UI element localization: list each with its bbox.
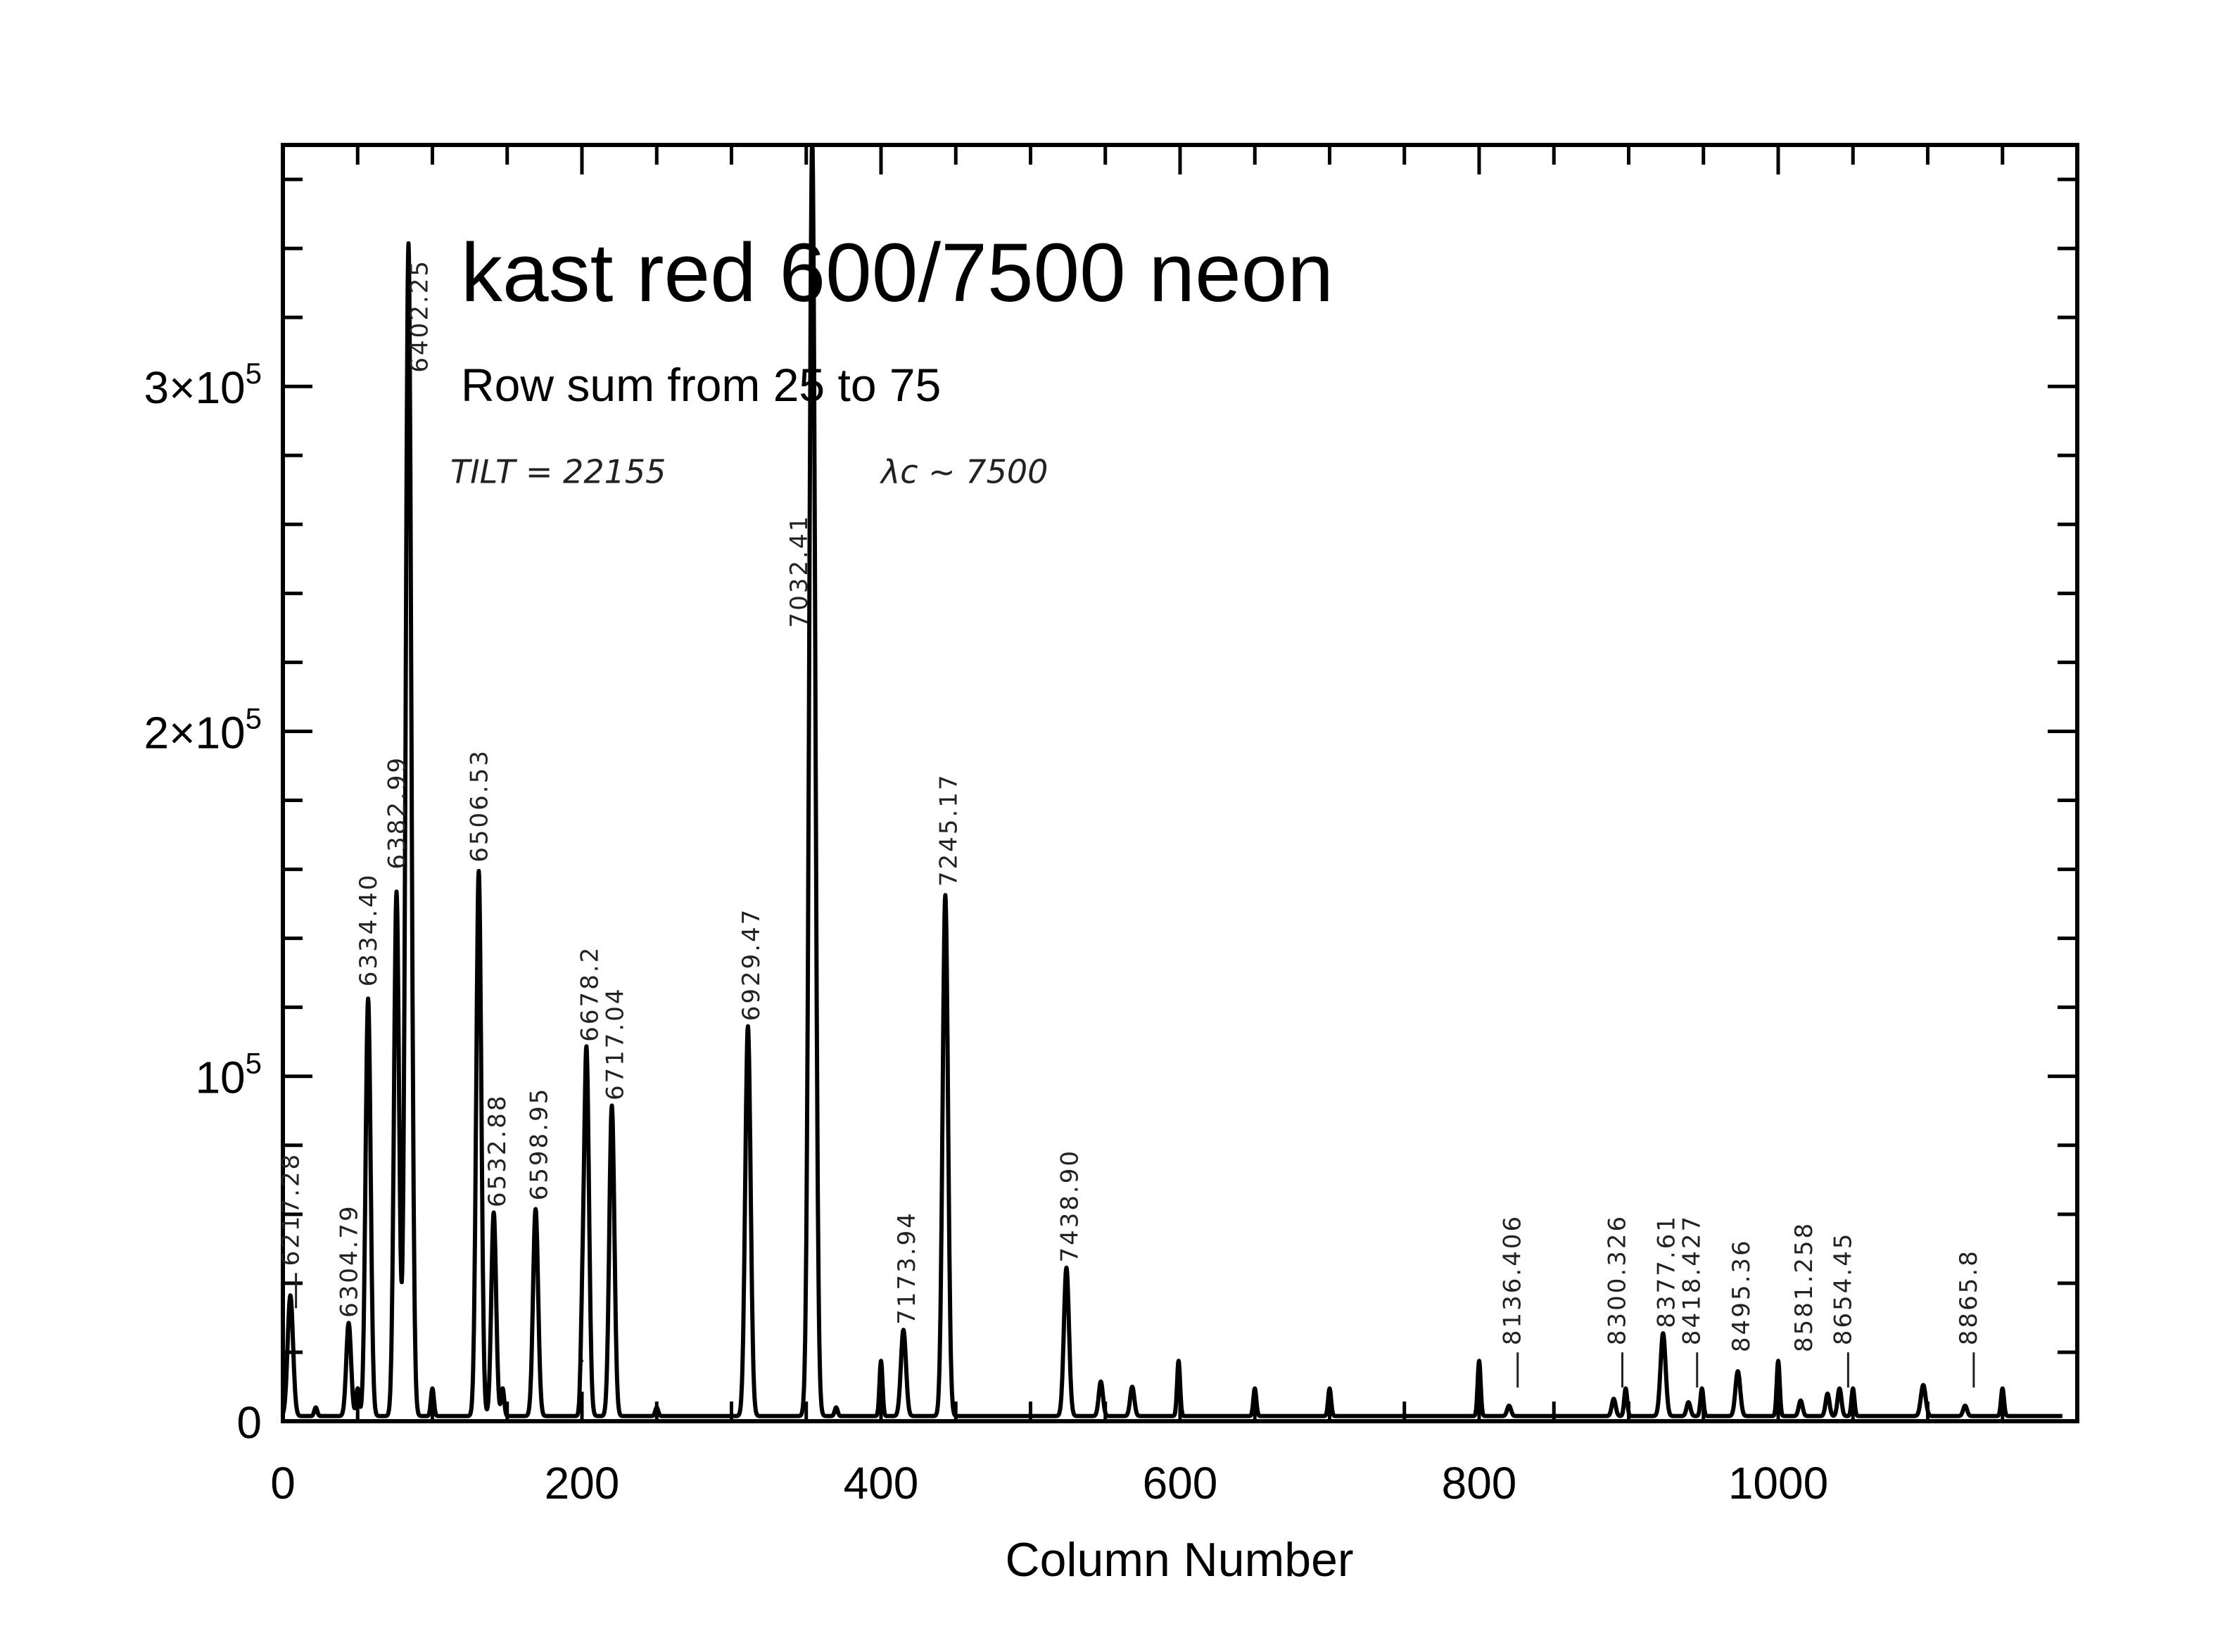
peak-point [501,1387,505,1390]
peak-point [1253,1387,1257,1390]
x-tick-label: 800 [1442,1458,1517,1508]
wavelength-label: 8581.258 [1790,1221,1818,1352]
peak-point [395,890,398,894]
x-tick-label: 1000 [1728,1458,1828,1508]
x-tick-label: 600 [1143,1458,1218,1508]
wavelength-label: 6382.99 [384,756,412,870]
handwritten-annotations: TILT = 22155 λc ~ 7500 [450,452,1048,490]
wavelength-label: 6532.88 [483,1093,512,1207]
peak-point [746,1024,749,1028]
x-axis-title: Column Number [1005,1533,1353,1587]
wavelength-label: 7438.90 [1056,1149,1084,1263]
peak-point [314,1406,317,1409]
wavelength-label: 8495.36 [1728,1238,1756,1352]
peak-point [1700,1387,1704,1390]
peak-point [1736,1369,1739,1373]
y-tick-label: 105 [195,1047,262,1103]
wavelength-label: 8654.45 [1829,1232,1857,1346]
wavelength-label: 7032.41 [785,514,813,628]
peak-point [347,1321,350,1325]
peak-point [901,1328,905,1332]
peak-point [534,1207,538,1211]
peak-point [1838,1387,1842,1390]
handwritten-note: λc ~ 7500 [879,452,1048,490]
spectrum-line [281,143,2065,1418]
x-tick-label: 0 [270,1458,296,1508]
tick-labels: 0 200 400 600 800 1000 0 105 2×105 3×105 [144,357,1828,1508]
wavelength-label: 7173.94 [893,1211,921,1325]
peak-point [356,1387,360,1390]
peak-point [1624,1387,1628,1390]
peak-point [1612,1397,1616,1401]
peak-point [1099,1380,1103,1383]
peak-point [880,1359,882,1363]
peak-point [1777,1359,1780,1363]
wavelength-label: 6717.04 [602,986,630,1100]
spectrum-series [281,143,2065,1418]
wavelength-label: 6506.53 [465,749,493,863]
wavelength-label: 8300.326 [1604,1214,1632,1345]
wavelength-label: 6929.47 [737,908,766,1022]
peak-point [1507,1404,1511,1407]
peak-point [944,894,947,897]
peak-point [1687,1401,1690,1404]
peak-point [2001,1387,2004,1390]
peak-point [1177,1359,1180,1363]
peak-point [431,1387,434,1390]
wavelength-label: 6304.79 [336,1204,364,1318]
wavelength-label: 8136.406 [1499,1214,1527,1345]
peak-point [581,1359,583,1363]
peak-point [585,1046,588,1049]
handwritten-note: TILT = 22155 [450,452,666,490]
peak-point [655,1406,659,1409]
wavelength-label: 6678.2 [576,946,604,1042]
peak-point [1851,1387,1855,1390]
peak-point [407,241,410,245]
peak-point [1799,1399,1802,1402]
wavelength-label: 8377.61 [1653,1214,1681,1328]
wavelength-label: 6598.95 [525,1087,553,1201]
y-tick-label: 2×105 [144,701,262,758]
wavelength-label: 6217.28 [277,1152,305,1266]
peak-point [811,144,814,146]
peak-point [835,1406,838,1409]
chart-title: kast red 600/7500 neon [461,227,1333,319]
peak-point [477,870,481,873]
peak-point [492,1211,495,1214]
x-tick-label: 200 [545,1458,620,1508]
peak-point [289,1294,292,1297]
peak-point [1963,1404,1967,1407]
peak-point [1328,1387,1331,1390]
y-tick-label: 3×105 [144,357,262,413]
chart-subtitle: Row sum from 25 to 75 [461,359,941,411]
peak-point [1478,1359,1481,1363]
wavelength-label: 6402.25 [405,259,433,373]
peak-point [367,997,370,1000]
peak-point [610,1104,614,1107]
peak-point [1922,1383,1925,1387]
wavelength-label: 8865.8 [1955,1249,1983,1345]
x-tick-label: 400 [844,1458,919,1508]
peak-point [1065,1266,1068,1269]
wavelength-label: 8418.427 [1678,1214,1706,1345]
peak-point [1131,1385,1134,1388]
wavelength-label: 7245.17 [935,773,963,887]
peak-point [1661,1331,1665,1335]
peak-point [1826,1392,1830,1395]
y-tick-label: 0 [236,1397,262,1448]
wavelength-label: 6334.40 [355,873,383,987]
